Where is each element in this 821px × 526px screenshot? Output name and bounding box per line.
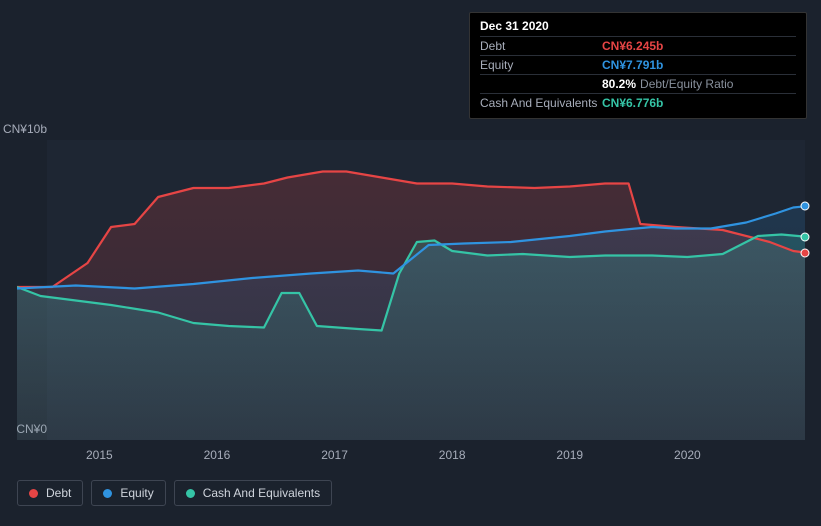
tooltip-value: CN¥6.245b <box>602 39 663 53</box>
chart-tooltip: Dec 31 2020 DebtCN¥6.245bEquityCN¥7.791b… <box>469 12 807 119</box>
x-axis-label: 2020 <box>674 448 701 462</box>
x-axis-label: 2017 <box>321 448 348 462</box>
tooltip-row: EquityCN¥7.791b <box>480 55 796 74</box>
legend-label: Debt <box>46 486 71 500</box>
tooltip-row: 80.2%Debt/Equity Ratio <box>480 74 796 93</box>
legend-item-cash-and-equivalents[interactable]: Cash And Equivalents <box>174 480 332 506</box>
x-axis-label: 2015 <box>86 448 113 462</box>
tooltip-label: Cash And Equivalents <box>480 96 602 110</box>
series-end-marker <box>801 202 810 211</box>
legend-dot-icon <box>186 489 195 498</box>
chart-plot-area[interactable] <box>17 140 805 440</box>
legend-label: Cash And Equivalents <box>203 486 320 500</box>
legend-dot-icon <box>103 489 112 498</box>
x-axis: 2015 2016 2017 2018 2019 2020 <box>17 448 805 468</box>
tooltip-value: CN¥7.791b <box>602 58 663 72</box>
x-axis-label: 2016 <box>204 448 231 462</box>
legend-item-equity[interactable]: Equity <box>91 480 165 506</box>
tooltip-value: CN¥6.776b <box>602 96 663 110</box>
chart-legend: Debt Equity Cash And Equivalents <box>17 480 332 506</box>
legend-label: Equity <box>120 486 153 500</box>
tooltip-row: DebtCN¥6.245b <box>480 36 796 55</box>
x-axis-label: 2019 <box>556 448 583 462</box>
tooltip-date: Dec 31 2020 <box>480 19 796 36</box>
tooltip-label: Equity <box>480 58 602 72</box>
tooltip-label <box>480 77 602 91</box>
x-axis-label: 2018 <box>439 448 466 462</box>
tooltip-label: Debt <box>480 39 602 53</box>
tooltip-value: 80.2%Debt/Equity Ratio <box>602 77 733 91</box>
tooltip-note: Debt/Equity Ratio <box>640 77 733 91</box>
y-axis-max-label: CN¥10b <box>3 122 47 136</box>
legend-item-debt[interactable]: Debt <box>17 480 83 506</box>
series-end-marker <box>801 232 810 241</box>
legend-dot-icon <box>29 489 38 498</box>
series-end-marker <box>801 248 810 257</box>
tooltip-row: Cash And EquivalentsCN¥6.776b <box>480 93 796 112</box>
